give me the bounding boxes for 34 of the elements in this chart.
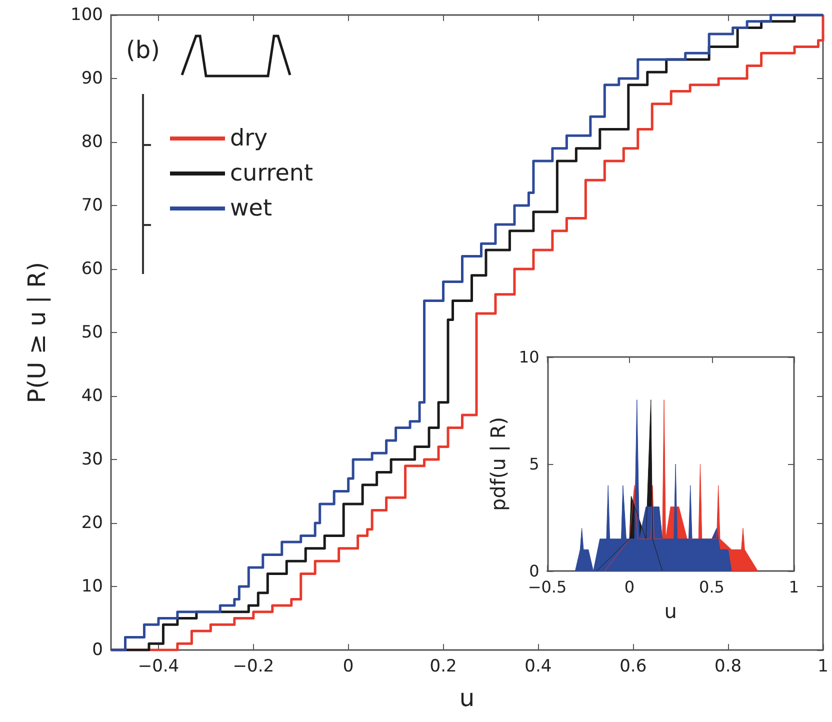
x-tick-label: 0.2 — [430, 656, 457, 676]
x-tick-label: 0.6 — [620, 656, 647, 676]
y-tick-label: 80 — [81, 132, 103, 152]
legend-label: dry — [230, 126, 268, 152]
x-tick-label: −0.4 — [138, 656, 180, 676]
x-tick-label: 0.8 — [714, 656, 742, 676]
x-tick-label: 0.5 — [699, 578, 724, 596]
x-axis-title: u — [664, 599, 677, 623]
y-tick-label: 10 — [518, 348, 540, 366]
y-axis-title: P(U ≥ u | R) — [23, 262, 51, 404]
y-tick-label: 0 — [529, 562, 540, 580]
legend-label: wet — [230, 196, 272, 222]
x-tick-label: 1 — [788, 578, 800, 596]
y-tick-label: 20 — [81, 513, 103, 533]
x-tick-label: 0 — [342, 656, 354, 676]
y-tick-label: 70 — [81, 196, 103, 216]
y-tick-label: 100 — [70, 5, 103, 25]
y-axis-title: pdf(u | R) — [486, 416, 510, 512]
y-tick-label: 30 — [81, 450, 103, 470]
y-tick-label: 90 — [81, 68, 103, 88]
y-tick-label: 5 — [529, 454, 540, 474]
legend-label: current — [230, 160, 313, 186]
annotation: (b) — [126, 36, 160, 64]
x-axis-title: u — [459, 684, 475, 712]
y-tick-label: 40 — [81, 386, 103, 406]
x-tick-label: 0.4 — [524, 656, 552, 676]
x-tick-label: −0.2 — [232, 656, 274, 676]
y-tick-label: 0 — [92, 640, 103, 660]
x-tick-label: 1 — [818, 656, 828, 676]
y-tick-label: 10 — [81, 576, 103, 596]
y-tick-label: 60 — [81, 259, 103, 279]
x-tick-label: 0 — [624, 578, 635, 596]
x-tick-label: −0.5 — [528, 578, 567, 596]
y-tick-label: 50 — [81, 322, 103, 342]
